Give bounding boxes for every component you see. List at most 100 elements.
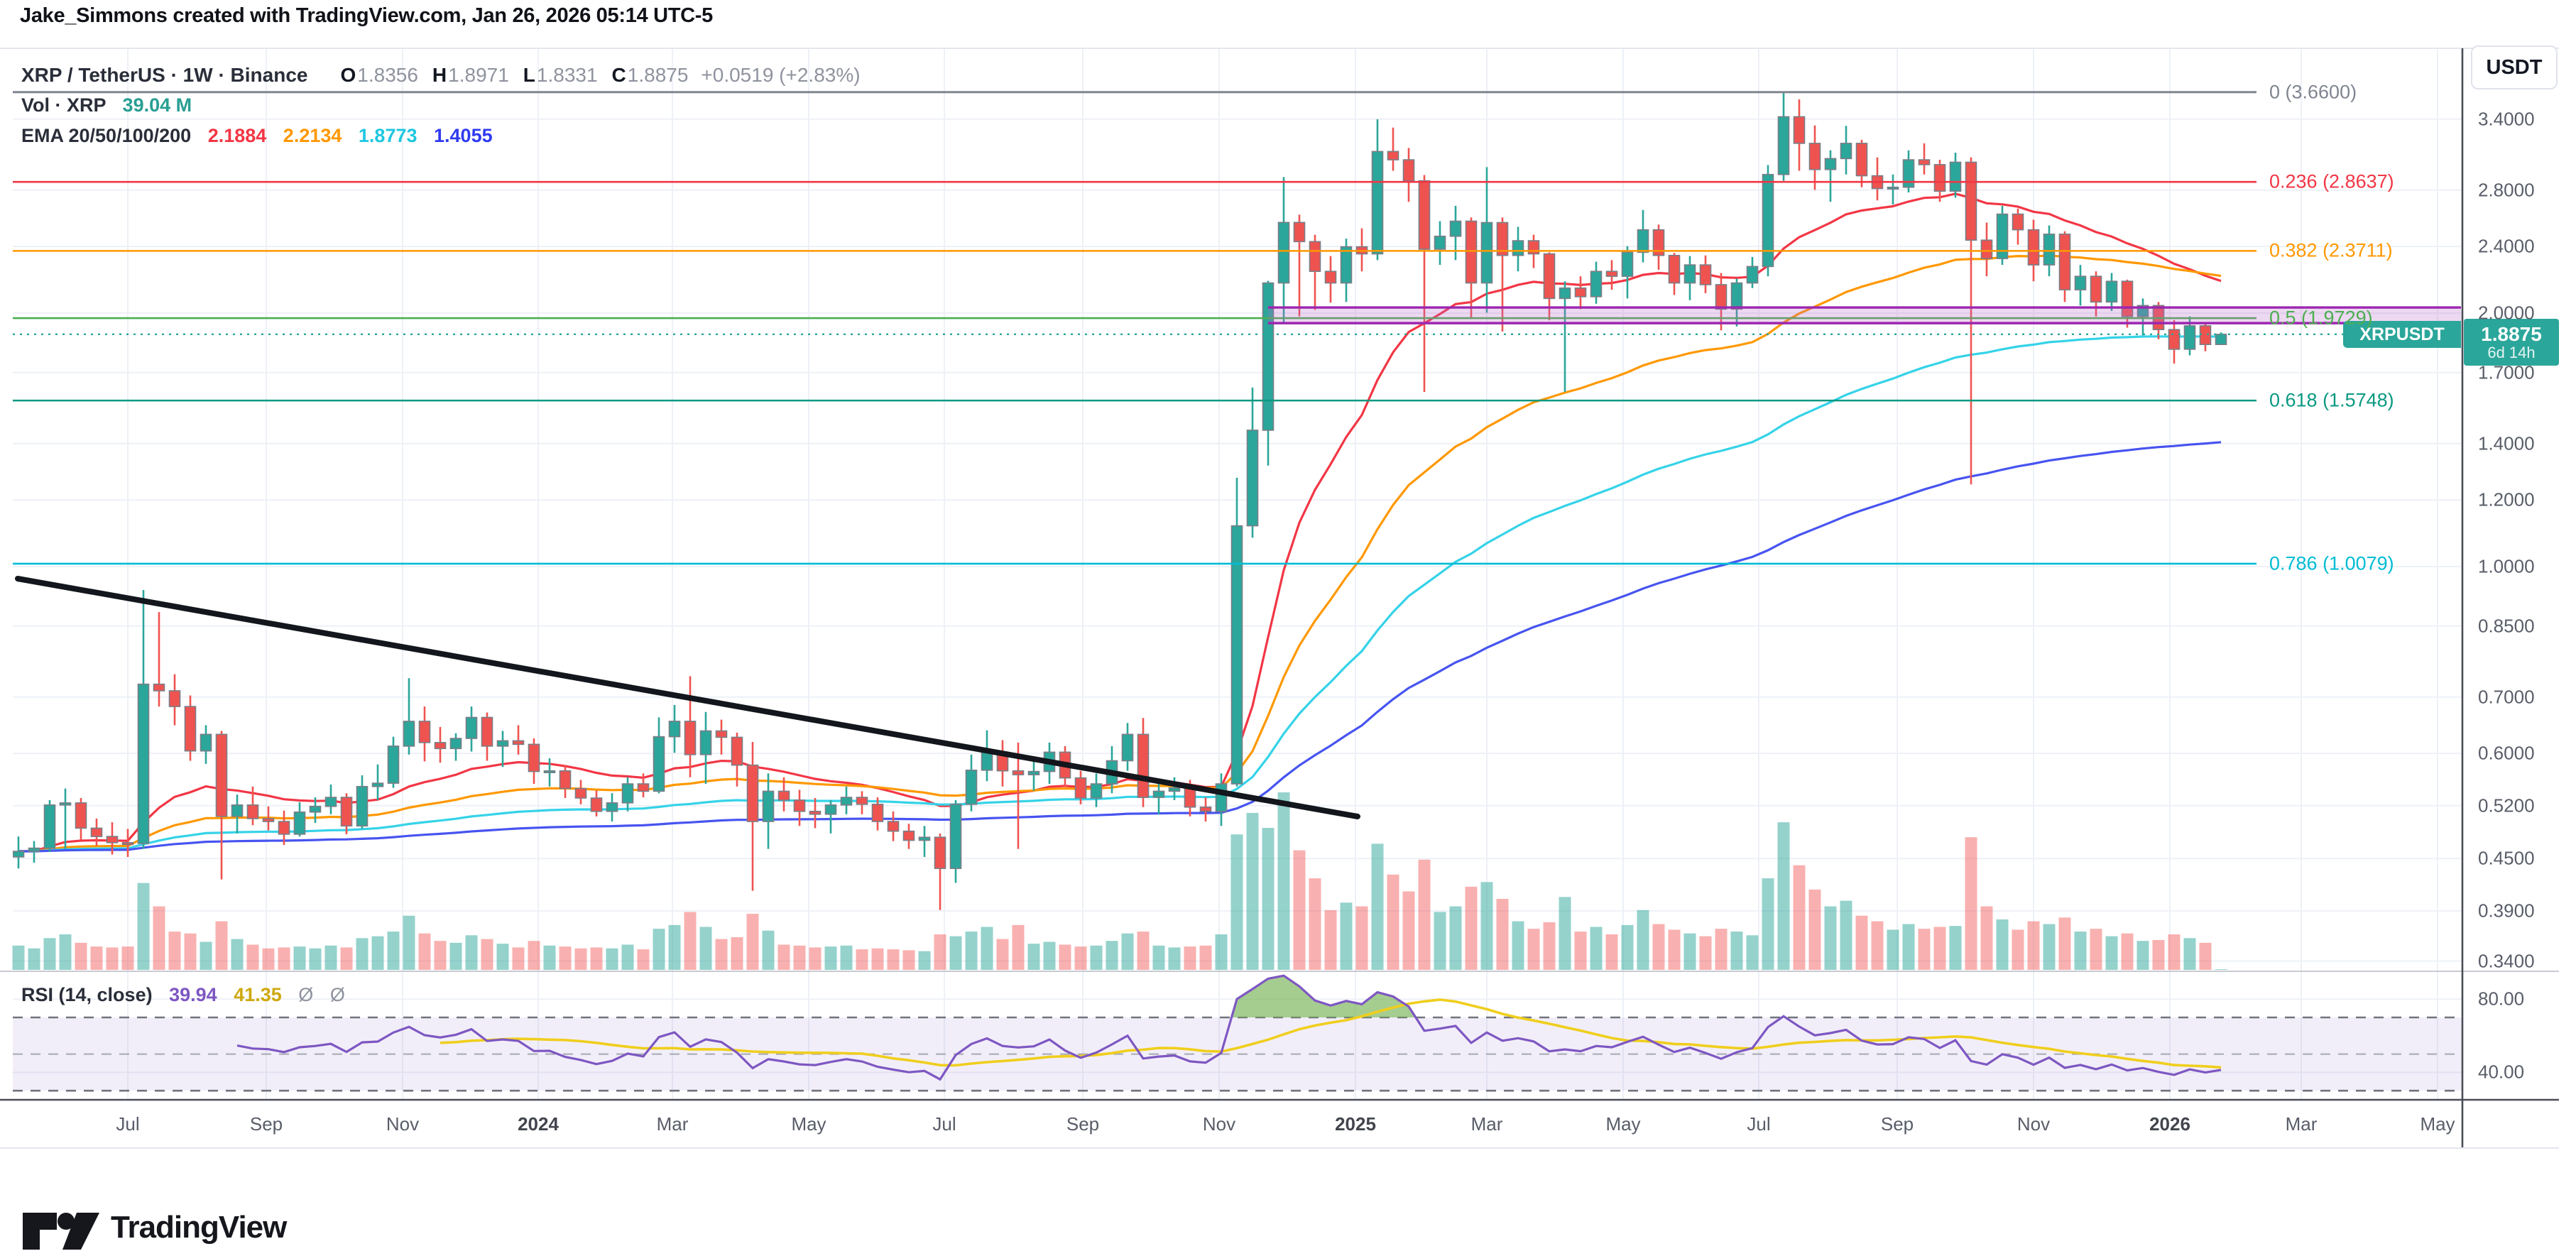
candle [1418, 180, 1431, 250]
candle [184, 706, 197, 752]
volume-bar [1574, 932, 1587, 970]
volume-bar [574, 948, 587, 970]
ema-legend-row[interactable]: EMA 20/50/100/200 2.1884 2.2134 1.8773 1… [21, 125, 493, 147]
candle [309, 805, 322, 813]
volume-bar [1949, 926, 1962, 970]
candle [528, 743, 540, 772]
candle [1965, 161, 1977, 241]
candle [168, 690, 181, 707]
descending-trendline[interactable] [15, 576, 1360, 819]
volume-bar [1605, 934, 1618, 970]
candle [1902, 159, 1915, 188]
close-value: 1.8875 [627, 64, 689, 86]
volume-bar [278, 947, 290, 970]
volume-bar [1980, 906, 1993, 970]
candle [1090, 783, 1103, 799]
volume-legend-row[interactable]: Vol · XRP 39.04 M [21, 94, 192, 116]
volume-bar [1121, 933, 1134, 970]
volume-bar [418, 933, 431, 970]
ema-label: EMA 20/50/100/200 [21, 125, 192, 146]
last-price-axis-badge[interactable]: 1.8875 6d 14h [2464, 319, 2559, 366]
volume-bar [121, 946, 134, 970]
candle [1230, 525, 1243, 785]
volume-bar [1762, 878, 1774, 970]
volume-bar [1559, 897, 1571, 970]
volume-bar [465, 935, 478, 970]
volume-bar [1496, 899, 1509, 970]
volume-bar [1652, 924, 1665, 970]
volume-bar [75, 942, 87, 970]
volume-bar [621, 944, 634, 970]
candle [1980, 239, 1993, 259]
candle [1215, 783, 1228, 812]
price-tick-label: 0.8500 [2478, 615, 2535, 637]
candle [793, 799, 806, 812]
volume-bar [262, 948, 275, 970]
candle [231, 804, 244, 817]
volume-bar [1887, 929, 1899, 970]
candle [1746, 266, 1759, 284]
volume-bar [1621, 924, 1634, 970]
candle [1605, 271, 1618, 277]
price-tick-label: 2.0000 [2478, 302, 2535, 324]
candle [902, 830, 915, 841]
candle [746, 764, 759, 822]
candle [1996, 213, 2009, 259]
candle [762, 790, 775, 822]
volume-bar [1840, 900, 1852, 970]
volume-bar [918, 951, 931, 970]
volume-bar [1309, 878, 1321, 970]
candle [684, 721, 697, 755]
pane-borders [0, 48, 2559, 1149]
price-tick-label: 0.3400 [2478, 950, 2535, 972]
volume-bar [1855, 915, 1868, 970]
volume-bar [1215, 934, 1228, 970]
candle [1262, 282, 1275, 431]
volume-bar [1668, 929, 1681, 970]
rsi-legend-row[interactable]: RSI (14, close) 39.94 41.35 Ø Ø [21, 984, 345, 1006]
candle [1699, 264, 1712, 285]
candle [1152, 790, 1165, 798]
candle [1434, 235, 1446, 250]
volume-bar [231, 939, 244, 970]
open-value: 1.8356 [357, 64, 418, 86]
volume-bar [2074, 932, 2087, 970]
currency-toggle-button[interactable]: USDT [2471, 45, 2558, 89]
high-label: H [432, 64, 447, 86]
volume-bar [340, 947, 353, 970]
volume-bar [1262, 828, 1275, 970]
volume-bar [606, 948, 618, 970]
fib-level-label-0: 0 (3.6600) [2269, 81, 2357, 103]
price-tick-label: 0.3900 [2478, 900, 2535, 922]
rsi-value: 39.94 [169, 984, 217, 1005]
volume-value: 39.04 M [122, 94, 192, 116]
rsi-line [236, 974, 2222, 1081]
fib-level-label-0.618: 0.618 (1.5748) [2269, 389, 2394, 411]
candle [59, 802, 72, 806]
tradingview-logo[interactable]: TradingView [21, 1203, 287, 1252]
volume-bar [1324, 910, 1337, 970]
volume-bar [731, 936, 743, 970]
tradingview-logo-icon [23, 1213, 99, 1250]
candle [434, 742, 447, 750]
volume-bar [824, 946, 837, 970]
time-tick-label: 2024 [518, 1113, 559, 1135]
candle [1184, 787, 1196, 808]
volume-bar [1965, 837, 1977, 970]
candle-series[interactable] [13, 92, 2227, 910]
volume-bar [1933, 927, 1946, 970]
candle [121, 842, 134, 846]
volume-bar [371, 936, 384, 970]
candle [574, 787, 587, 799]
volume-bar [715, 939, 728, 970]
bar-countdown: 6d 14h [2487, 344, 2536, 362]
volume-bar [1480, 882, 1493, 970]
volume-bar [1090, 945, 1103, 970]
rsi-empty-input-1: Ø [298, 984, 314, 1005]
tradingview-logo-text: TradingView [111, 1210, 287, 1245]
time-tick-label: Nov [386, 1113, 420, 1135]
candle [340, 797, 353, 827]
